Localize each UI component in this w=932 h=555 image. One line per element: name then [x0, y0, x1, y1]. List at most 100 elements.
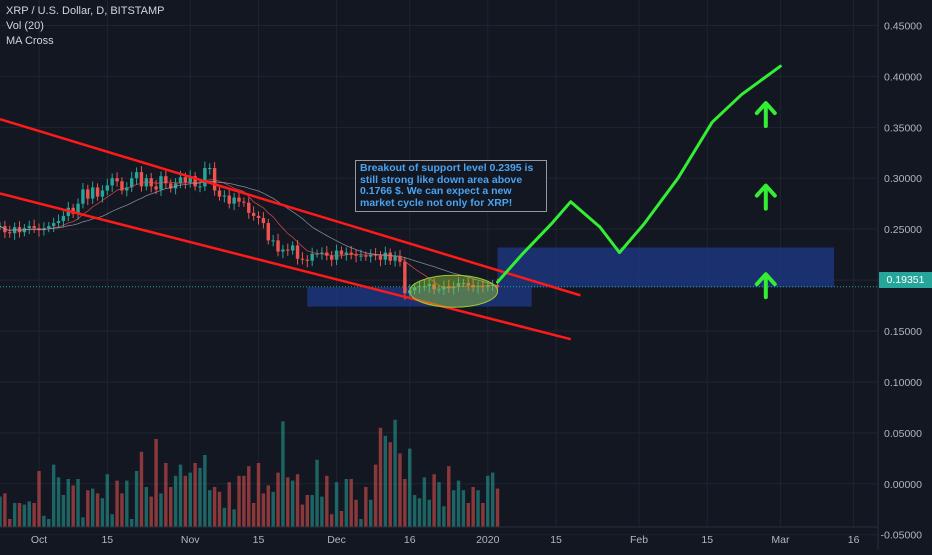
volume-bar: [139, 451, 144, 527]
candle-body: [95, 187, 100, 197]
candle-body: [486, 285, 490, 288]
candle-body: [203, 168, 207, 187]
volume-bar: [125, 480, 129, 527]
volume-bar: [66, 479, 70, 527]
candle-body: [300, 258, 305, 260]
x-tick-label: 16: [404, 534, 416, 546]
volume-bar: [456, 480, 461, 527]
volume-bar: [490, 472, 495, 527]
volume-bar: [403, 479, 407, 527]
candle-body: [32, 226, 36, 229]
candle-body: [354, 254, 358, 256]
volume-bar: [329, 514, 334, 527]
x-tick-label: 15: [101, 534, 113, 546]
volume-bar: [339, 511, 344, 527]
candle-body: [169, 183, 173, 189]
volume-bar: [300, 504, 305, 527]
volume-bar: [47, 519, 51, 527]
volume-bar: [251, 503, 256, 527]
candle-body: [476, 286, 480, 288]
channel-trendline: [0, 192, 572, 341]
volume-bar: [427, 499, 431, 527]
y-tick-label: 0.25000: [884, 224, 922, 236]
volume-bar: [325, 475, 329, 527]
volume-bar: [27, 501, 31, 527]
x-tick-label: 15: [701, 534, 713, 546]
volume-bar: [378, 427, 383, 527]
symbol-title[interactable]: XRP / U.S. Dollar, D, BITSTAMP: [6, 5, 165, 17]
x-tick-label: Nov: [181, 534, 200, 546]
candle-body: [115, 178, 119, 182]
candle-body: [198, 186, 202, 188]
volume-bar: [154, 439, 158, 527]
volume-bar: [227, 482, 231, 527]
volume-bar: [193, 463, 197, 527]
candle-body: [432, 284, 436, 290]
moving-average-line: [0, 180, 498, 286]
x-tick-label: 15: [253, 534, 265, 546]
candle-body: [427, 284, 431, 287]
idea-annotation-box[interactable]: Breakout of support level 0.2395 is stil…: [355, 160, 547, 212]
volume-bar: [281, 421, 285, 527]
x-tick-label: 15: [550, 534, 562, 546]
volume-bar: [495, 488, 500, 527]
candle-body: [266, 223, 270, 241]
x-tick-label: 2020: [476, 534, 500, 546]
candle-body: [256, 215, 261, 218]
volume-bar: [222, 507, 227, 527]
y-tick-label: 0.00000: [884, 479, 922, 491]
candle-body: [222, 195, 227, 197]
candle-body: [310, 253, 314, 261]
candle-body: [134, 172, 139, 179]
volume-bar: [0, 496, 2, 527]
candle-body: [76, 203, 80, 214]
volume-bar: [17, 503, 22, 527]
support-zone: [307, 287, 532, 307]
volume-bar: [481, 503, 485, 527]
volume-bar: [286, 477, 290, 527]
candle-body: [12, 227, 17, 234]
volume-bar: [383, 435, 388, 527]
volume-bar: [295, 474, 300, 527]
candle-body: [212, 168, 217, 191]
candle-body: [17, 227, 22, 233]
candle-body: [364, 255, 368, 257]
candle-body: [276, 240, 280, 252]
volume-bar: [81, 517, 85, 527]
volume-bar: [120, 493, 124, 527]
candle-body: [466, 283, 470, 286]
volume-bar: [305, 495, 310, 527]
volume-bar: [61, 495, 66, 527]
volume-bar: [364, 487, 368, 527]
candle-body: [403, 261, 407, 294]
candle-body: [193, 176, 197, 187]
candle-body: [100, 190, 105, 197]
candle-body: [344, 252, 349, 255]
candle-body: [232, 197, 236, 204]
candle-body: [71, 207, 75, 214]
volume-bar: [115, 480, 119, 527]
candle-body: [120, 181, 124, 191]
volume-bar: [344, 479, 349, 527]
volume-indicator-label[interactable]: Vol (20): [6, 20, 44, 32]
volume-bar: [134, 471, 139, 527]
x-tick-label: Oct: [31, 534, 47, 546]
volume-bar: [237, 475, 241, 527]
volume-bar: [466, 503, 470, 527]
volume-bar: [37, 471, 41, 527]
candle-body: [388, 252, 392, 261]
volume-bar: [42, 515, 46, 527]
volume-bar: [412, 495, 417, 527]
channel-trendline: [0, 117, 581, 297]
volume-bar: [51, 464, 56, 527]
x-tick-label: Mar: [771, 534, 790, 546]
volume-bar: [320, 496, 324, 527]
candle-body: [237, 197, 241, 202]
y-tick-label: 0.45000: [884, 20, 922, 32]
volume-bar: [266, 485, 270, 527]
candle-body: [495, 285, 500, 288]
volume-bar: [334, 482, 339, 527]
ma-cross-indicator-label[interactable]: MA Cross: [6, 35, 54, 47]
